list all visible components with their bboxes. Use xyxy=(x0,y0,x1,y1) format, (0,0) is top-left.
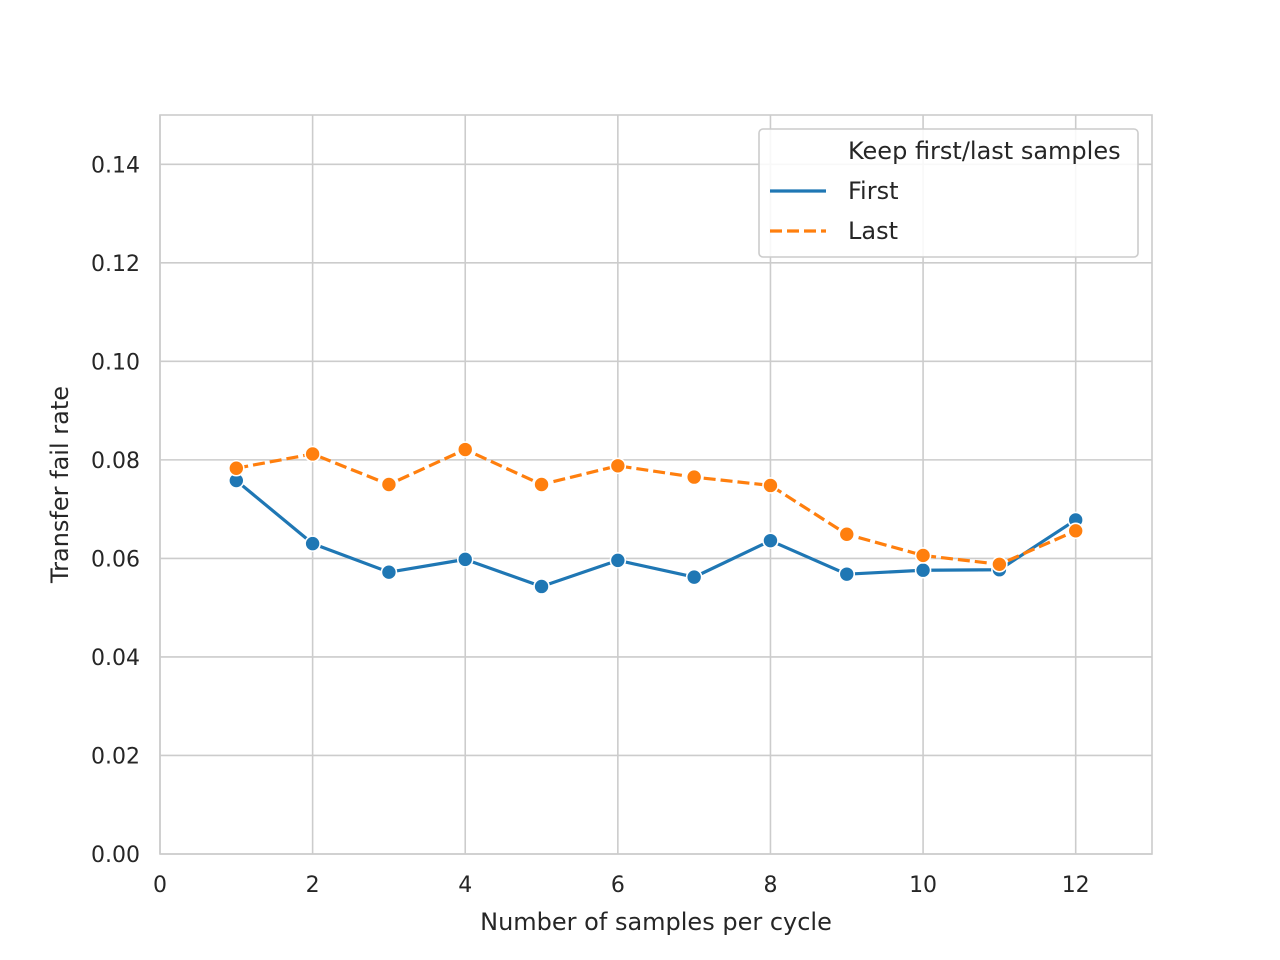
tick-labels: 0 2 4 6 8 10 12 0.00 0.02 0.04 0.06 0.08 0.10 0.12 0.1… xyxy=(91,153,1090,898)
point-last xyxy=(533,476,550,493)
y-tick-label: 0.04 xyxy=(91,646,140,671)
legend-box xyxy=(758,128,1139,258)
point-first xyxy=(914,561,932,579)
point-last xyxy=(991,556,1008,573)
legend: Keep first/last samples First Last xyxy=(758,128,1139,258)
y-tick-label: 0.08 xyxy=(91,449,140,474)
point-last xyxy=(685,468,703,486)
x-axis-label: Number of samples per cycle xyxy=(480,908,832,936)
x-tick-label: 12 xyxy=(1062,873,1090,898)
point-first xyxy=(685,568,703,586)
legend-title: Keep first/last samples xyxy=(848,137,1121,165)
plot-frame xyxy=(159,114,1153,855)
x-tick-label: 2 xyxy=(306,873,320,898)
legend-items: First Last xyxy=(770,177,899,245)
y-tick-label: 0.10 xyxy=(91,350,140,375)
point-last xyxy=(304,445,321,463)
series-line-last xyxy=(236,447,1077,566)
point-first xyxy=(533,578,550,595)
point-last xyxy=(838,525,856,543)
point-last xyxy=(228,459,245,477)
legend-label-first: First xyxy=(848,177,899,205)
x-tick-label: 4 xyxy=(458,873,472,898)
series-last xyxy=(228,441,1084,573)
point-last xyxy=(914,547,932,564)
y-tick-label: 0.12 xyxy=(91,252,140,277)
point-first xyxy=(304,535,321,552)
y-tick-label: 0.06 xyxy=(91,547,140,572)
legend-label-last: Last xyxy=(848,217,898,245)
point-first xyxy=(762,532,779,549)
point-last xyxy=(456,441,474,458)
point-first xyxy=(838,565,856,583)
x-tick-label: 6 xyxy=(611,873,625,898)
y-tick-label: 0.02 xyxy=(91,744,140,769)
point-first xyxy=(609,552,627,569)
y-tick-label: 0.00 xyxy=(91,843,140,868)
series-layer xyxy=(228,441,1084,595)
series-line-first xyxy=(234,478,1078,589)
x-tick-label: 8 xyxy=(763,873,777,898)
point-last xyxy=(609,457,627,475)
point-last xyxy=(380,476,398,493)
series-first xyxy=(228,472,1084,595)
y-axis-label: Transfer fail rate xyxy=(46,386,74,584)
point-first xyxy=(380,563,398,581)
point-last xyxy=(762,477,779,494)
point-last xyxy=(1067,522,1084,540)
x-tick-label: 0 xyxy=(153,873,167,898)
x-tick-label: 10 xyxy=(909,873,937,898)
y-tick-label: 0.14 xyxy=(91,153,140,178)
point-first xyxy=(456,551,474,568)
